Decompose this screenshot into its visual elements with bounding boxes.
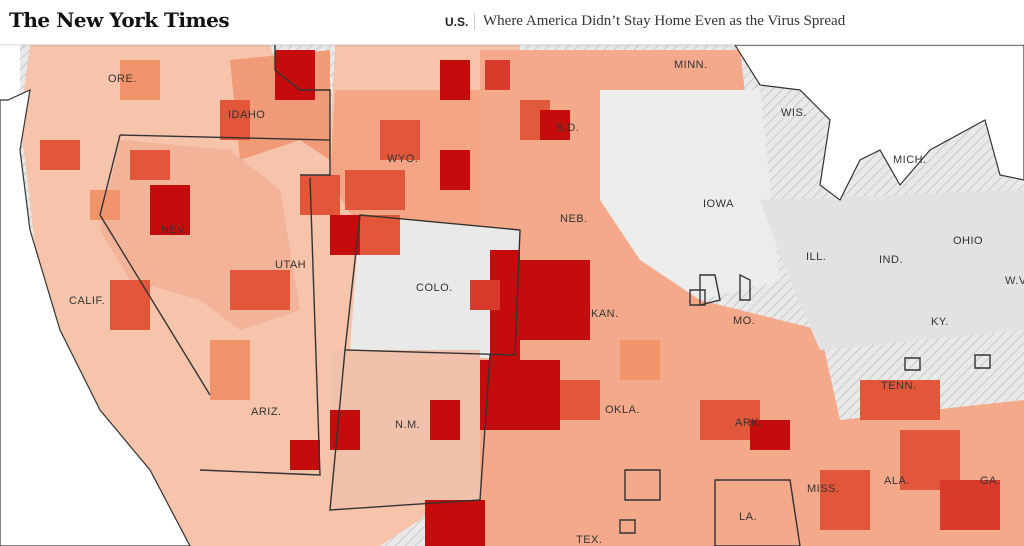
state-label-nm: N.M. bbox=[395, 419, 420, 431]
state-label-wyo: WYO. bbox=[387, 153, 418, 165]
nyt-logo[interactable]: The New York Times bbox=[9, 8, 230, 32]
state-label-la: LA. bbox=[739, 511, 757, 523]
state-label-ky: KY. bbox=[931, 316, 949, 328]
state-label-kan: KAN. bbox=[591, 308, 619, 320]
top-bar: The New York Times U.S. Where America Di… bbox=[0, 0, 1024, 45]
state-label-mich: MICH. bbox=[893, 154, 927, 166]
header-divider bbox=[474, 13, 475, 30]
state-label-minn: MINN. bbox=[674, 59, 708, 71]
state-label-ga: GA. bbox=[980, 475, 1000, 487]
section-link-us[interactable]: U.S. bbox=[445, 15, 469, 29]
state-label-calif: CALIF. bbox=[69, 295, 105, 307]
state-label-nev: NEV. bbox=[161, 224, 188, 236]
state-label-sd: S.D. bbox=[556, 122, 579, 134]
state-label-ill: ILL. bbox=[806, 251, 826, 263]
state-label-colo: COLO. bbox=[416, 282, 453, 294]
state-label-ark: ARK. bbox=[735, 417, 763, 429]
state-labels: ORE. IDAHO WYO. S.D. MINN. WIS. MICH. NE… bbox=[69, 59, 1024, 546]
state-label-wv: W.V. bbox=[1005, 275, 1024, 287]
state-label-utah: UTAH bbox=[275, 259, 306, 271]
state-label-okla: OKLA. bbox=[605, 404, 640, 416]
article-headline: Where America Didn’t Stay Home Even as t… bbox=[483, 13, 846, 29]
state-borders bbox=[99, 45, 991, 546]
state-label-wis: WIS. bbox=[781, 107, 807, 119]
state-label-ariz: ARIZ. bbox=[251, 406, 282, 418]
state-label-neb: NEB. bbox=[560, 213, 588, 225]
water-bodies bbox=[0, 45, 1024, 546]
county-choropleth-map: ORE. IDAHO WYO. S.D. MINN. WIS. MICH. NE… bbox=[0, 45, 1024, 546]
state-label-tex: TEX. bbox=[576, 534, 602, 546]
state-label-ohio: OHIO bbox=[953, 235, 983, 247]
state-label-ala: ALA. bbox=[884, 475, 910, 487]
state-label-tenn: TENN. bbox=[881, 380, 917, 392]
state-label-ind: IND. bbox=[879, 254, 903, 266]
state-label-mo: MO. bbox=[733, 315, 755, 327]
state-label-idaho: IDAHO bbox=[228, 109, 265, 121]
state-label-ore: ORE. bbox=[108, 73, 137, 85]
state-label-iowa: IOWA bbox=[703, 198, 734, 210]
state-label-miss: MISS. bbox=[807, 483, 839, 495]
